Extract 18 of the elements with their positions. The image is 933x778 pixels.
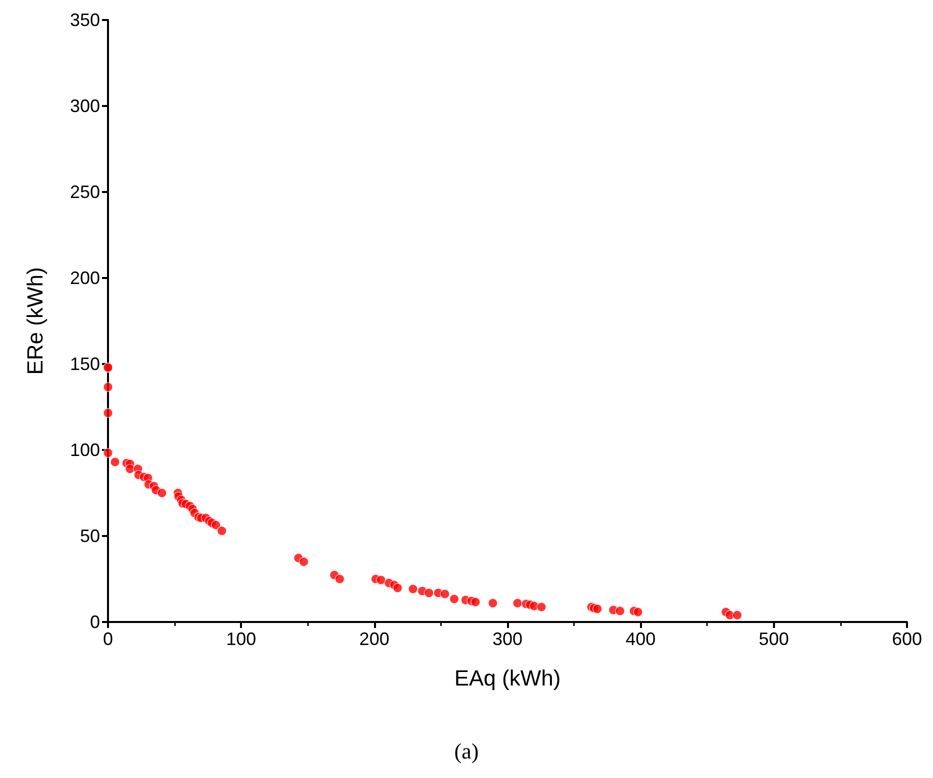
y-tick-label: 300	[70, 96, 100, 116]
y-tick-label: 350	[70, 10, 100, 30]
x-tick-label: 200	[359, 629, 390, 649]
x-tick-label: 400	[626, 629, 656, 649]
y-tick-label: 100	[70, 440, 100, 460]
y-tick-label: 200	[70, 268, 100, 288]
text: (a)	[454, 738, 479, 764]
x-tick-label: 0	[102, 629, 114, 649]
y-tick-label: 250	[70, 182, 100, 202]
x-tick-label: 300	[492, 629, 523, 649]
y-tick-label: 50	[80, 526, 100, 546]
y-tick-label: 0	[90, 612, 100, 632]
y-axis-title: ERe (kWh)	[22, 267, 48, 375]
x-tick-label: 100	[226, 629, 256, 649]
x-tick-label: 600	[892, 629, 922, 649]
x-axis-title: EAq (kWh)	[454, 666, 561, 690]
y-tick-label: 150	[70, 354, 100, 374]
x-tick-label: 500	[758, 629, 789, 649]
